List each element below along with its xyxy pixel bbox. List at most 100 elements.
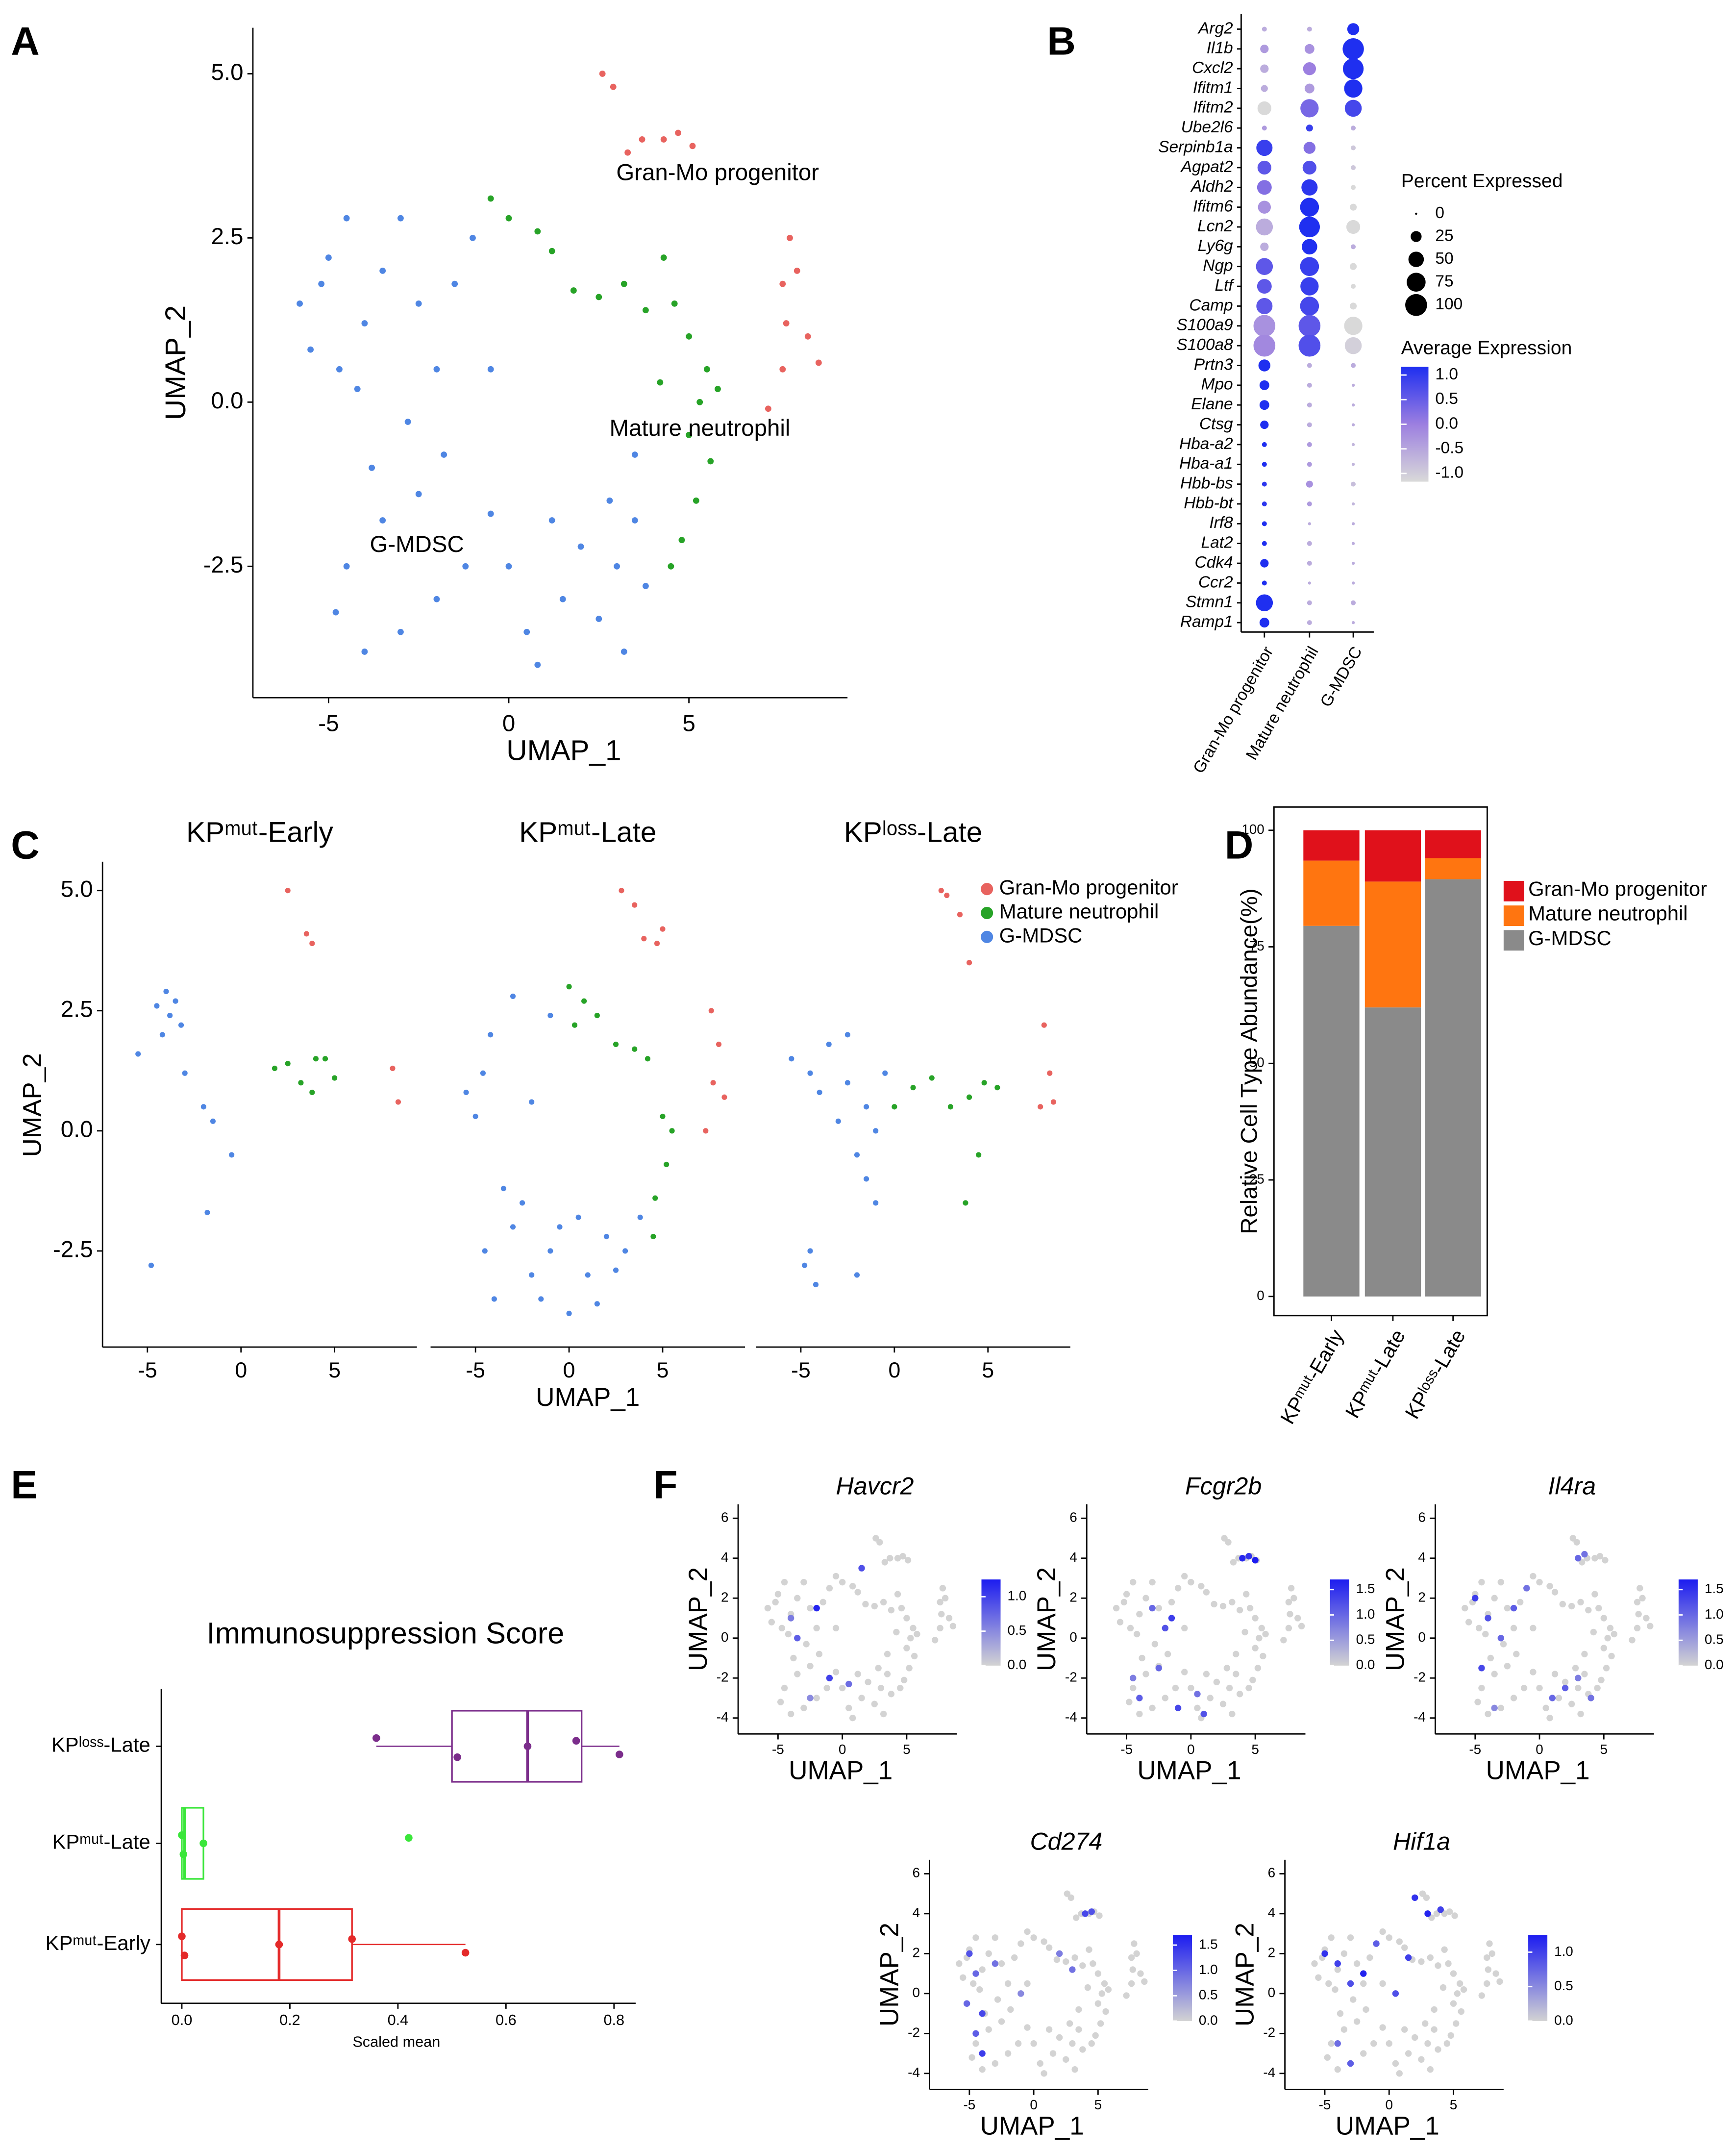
y-tick-label: 6 — [1069, 1510, 1077, 1525]
point — [182, 1070, 188, 1076]
background-cell — [1536, 1684, 1543, 1692]
dot — [1351, 621, 1355, 625]
background-cell — [1094, 2000, 1102, 2007]
point — [180, 1951, 189, 1959]
background-cell — [937, 1625, 943, 1632]
point — [379, 517, 386, 524]
point — [297, 300, 303, 307]
background-cell — [1450, 1970, 1457, 1977]
point — [892, 1104, 897, 1110]
background-cell — [1485, 1710, 1491, 1718]
point — [163, 989, 169, 995]
background-cell — [1066, 2020, 1073, 2027]
gene-label: Irf8 — [1209, 514, 1233, 532]
background-cell — [1071, 1954, 1078, 1961]
point — [708, 1008, 714, 1014]
y-axis-label: UMAP_2 — [684, 1567, 713, 1671]
background-cell — [813, 1625, 820, 1632]
gene-label: Agpat2 — [1180, 158, 1233, 176]
facet-title: KPˡᵒˢˢ-Late — [844, 817, 983, 849]
dot — [1300, 198, 1319, 217]
colorbar — [1678, 1579, 1698, 1666]
background-cell — [1164, 1650, 1171, 1658]
background-cell — [1041, 2070, 1047, 2077]
point — [873, 1128, 879, 1134]
dot — [1344, 79, 1363, 98]
dot — [1307, 26, 1312, 32]
background-cell — [854, 1589, 861, 1596]
expressing-cell — [1245, 1552, 1252, 1560]
point — [707, 458, 714, 465]
background-cell — [893, 1628, 900, 1636]
background-cell — [1203, 1589, 1210, 1596]
background-cell — [1478, 1992, 1485, 1999]
expressing-cell — [794, 1635, 801, 1642]
x-tick-label: 5 — [1251, 1742, 1259, 1757]
dot — [1262, 541, 1267, 546]
background-cell — [1443, 2040, 1451, 2047]
point — [510, 993, 516, 999]
background-cell — [800, 1578, 807, 1586]
background-cell — [937, 1599, 943, 1606]
y-axis-label: UMAP_2 — [1381, 1567, 1410, 1671]
background-cell — [1486, 1940, 1493, 1947]
x-tick-label: 0 — [1385, 2097, 1393, 2112]
background-cell — [774, 1591, 782, 1598]
background-cell — [1133, 1630, 1141, 1638]
panel-title: Hif1a — [1393, 1828, 1450, 1855]
y-tick-label: -4 — [1263, 2065, 1275, 2080]
point — [178, 1022, 184, 1028]
point — [559, 596, 566, 602]
background-cell — [1447, 2032, 1454, 2039]
background-cell — [970, 1980, 977, 1987]
background-cell — [914, 1630, 920, 1638]
colorbar — [1172, 1935, 1192, 2021]
gene-label: S100a8 — [1176, 336, 1233, 354]
dot — [1351, 463, 1355, 466]
colorbar-label: -0.5 — [1435, 439, 1463, 457]
dot — [1253, 315, 1276, 337]
dot — [1256, 218, 1273, 236]
x-tick-label: -5 — [963, 2097, 975, 2112]
dot — [1260, 420, 1269, 429]
background-cell — [911, 1652, 918, 1660]
background-cell — [1445, 1960, 1452, 1967]
background-cell — [1513, 1650, 1520, 1658]
background-cell — [1347, 1934, 1354, 1941]
dot — [1301, 179, 1318, 196]
y-tick-label: 0.0 — [61, 1116, 93, 1142]
background-cell — [1516, 1599, 1524, 1606]
background-cell — [1155, 1604, 1162, 1612]
point — [669, 1128, 675, 1134]
background-cell — [816, 1650, 823, 1658]
background-cell — [1162, 1695, 1169, 1701]
legend-label: 0 — [1435, 204, 1444, 222]
background-cell — [849, 1714, 856, 1722]
dot — [1308, 581, 1311, 585]
colorbar-label: 0.0 — [1356, 1657, 1375, 1672]
background-cell — [898, 1604, 905, 1612]
point — [873, 1200, 879, 1206]
gene-label: Hbb-bt — [1184, 494, 1234, 512]
background-cell — [1233, 1650, 1240, 1658]
background-cell — [1598, 1676, 1605, 1683]
background-cell — [781, 1684, 788, 1692]
gene-label: Ccr2 — [1198, 573, 1233, 591]
background-cell — [1011, 1954, 1018, 1961]
point — [581, 998, 587, 1004]
point — [332, 1075, 338, 1081]
point — [613, 1267, 619, 1273]
background-cell — [1360, 2050, 1367, 2057]
point — [963, 1200, 968, 1206]
point — [285, 888, 291, 894]
background-cell — [1130, 1578, 1137, 1586]
background-cell — [803, 1641, 810, 1648]
point — [929, 1075, 935, 1081]
dot — [1300, 99, 1319, 118]
colorbar-label: 1.0 — [1007, 1588, 1026, 1603]
background-cell — [1172, 1684, 1179, 1692]
background-cell — [1136, 1710, 1143, 1718]
point — [807, 1248, 813, 1254]
y-tick-label: 2 — [721, 1590, 729, 1605]
background-cell — [1487, 1654, 1494, 1662]
